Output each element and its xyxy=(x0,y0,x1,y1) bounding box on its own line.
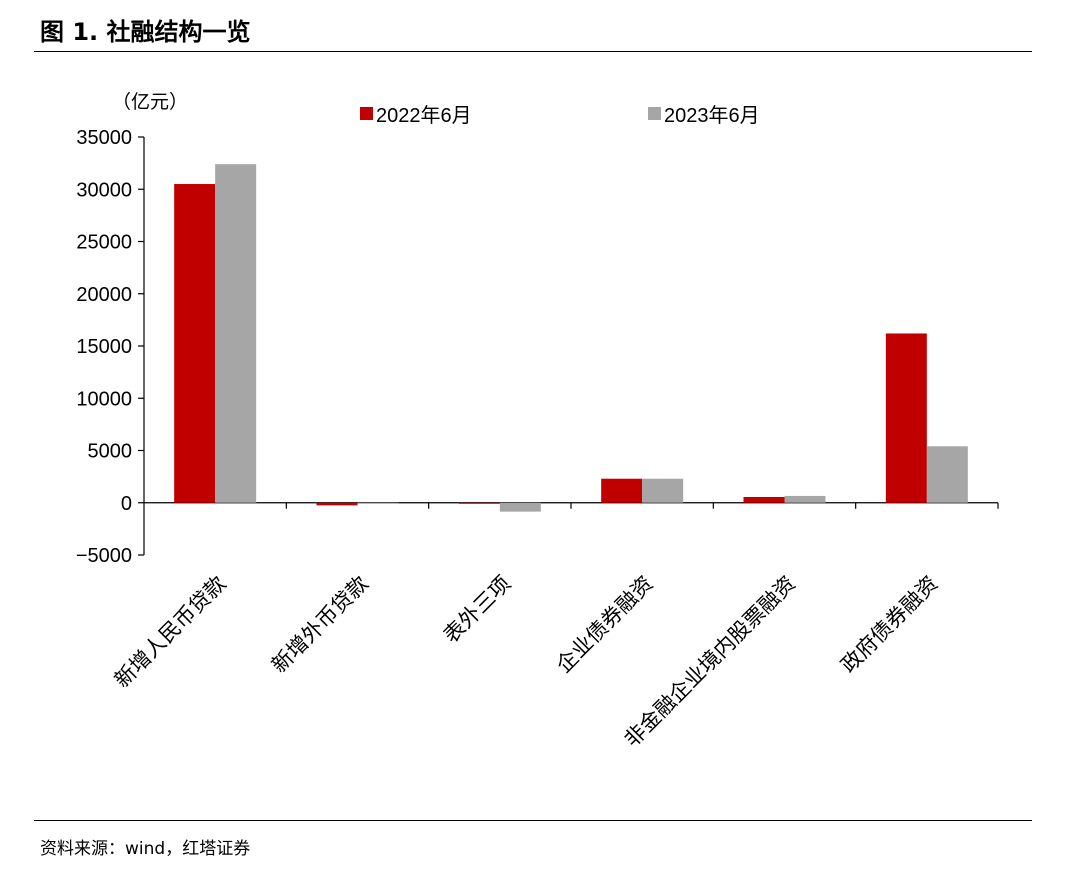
bar-2023 xyxy=(357,502,399,504)
y-tick-label: −5000 xyxy=(76,545,132,567)
bar-2023 xyxy=(926,446,968,503)
legend-swatch-2023 xyxy=(648,107,661,120)
y-tick-label: 15000 xyxy=(76,336,132,358)
y-tick-label: 10000 xyxy=(76,388,132,410)
figure-title: 图 1. 社融结构一览 xyxy=(40,18,251,46)
x-category-label: 新增人民币贷款 xyxy=(110,571,231,692)
y-unit-label: （亿元） xyxy=(112,91,188,113)
bar-2022 xyxy=(601,478,643,503)
axis-layer: 35000 30000 25000 20000 15000 10000 5000 0 −5000… xyxy=(76,91,999,567)
legend-swatch-2022 xyxy=(360,107,373,120)
y-tick-label: 20000 xyxy=(76,284,132,306)
x-category-label: 企业债券融资 xyxy=(552,571,658,677)
legend-label-2023: 2023年6月 xyxy=(664,104,760,127)
y-tick-label: 35000 xyxy=(76,127,132,149)
y-tick-label: 30000 xyxy=(76,179,132,201)
legend-label-2022: 2022年6月 xyxy=(376,104,472,127)
bar-2023 xyxy=(642,478,684,503)
title-rule xyxy=(34,51,1032,52)
y-tick-label: 5000 xyxy=(88,441,133,463)
bar-layer xyxy=(174,164,968,512)
bar-2022 xyxy=(743,497,785,503)
y-tick-label: 25000 xyxy=(76,232,132,254)
bar-2023 xyxy=(499,502,541,512)
bar-2022 xyxy=(316,502,358,506)
bar-2023 xyxy=(784,495,826,503)
bar-2022 xyxy=(174,184,216,503)
x-category-label: 政府债券融资 xyxy=(836,571,942,677)
x-category-label: 新增外币贷款 xyxy=(267,571,373,677)
legend: 2022年6月 2023年6月 xyxy=(360,104,760,127)
x-category-label: 表外三项 xyxy=(439,571,515,647)
y-tick-label: 0 xyxy=(121,493,132,515)
bar-2023 xyxy=(215,164,257,503)
source-rule xyxy=(34,820,1032,821)
bar-2022 xyxy=(458,502,500,504)
bar-2022 xyxy=(885,333,927,503)
source-note: 资料来源：wind，红塔证券 xyxy=(40,839,251,859)
bar-chart: 35000 30000 25000 20000 15000 10000 5000 0 −5000… xyxy=(76,91,999,752)
